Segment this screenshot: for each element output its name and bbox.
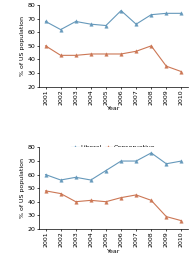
Y-axis label: % of US population: % of US population (20, 158, 25, 218)
Legend: Liberal, Conservative: Liberal, Conservative (71, 145, 156, 150)
X-axis label: Year: Year (107, 106, 120, 112)
X-axis label: Year: Year (107, 249, 120, 254)
Y-axis label: % of US population: % of US population (20, 16, 25, 76)
